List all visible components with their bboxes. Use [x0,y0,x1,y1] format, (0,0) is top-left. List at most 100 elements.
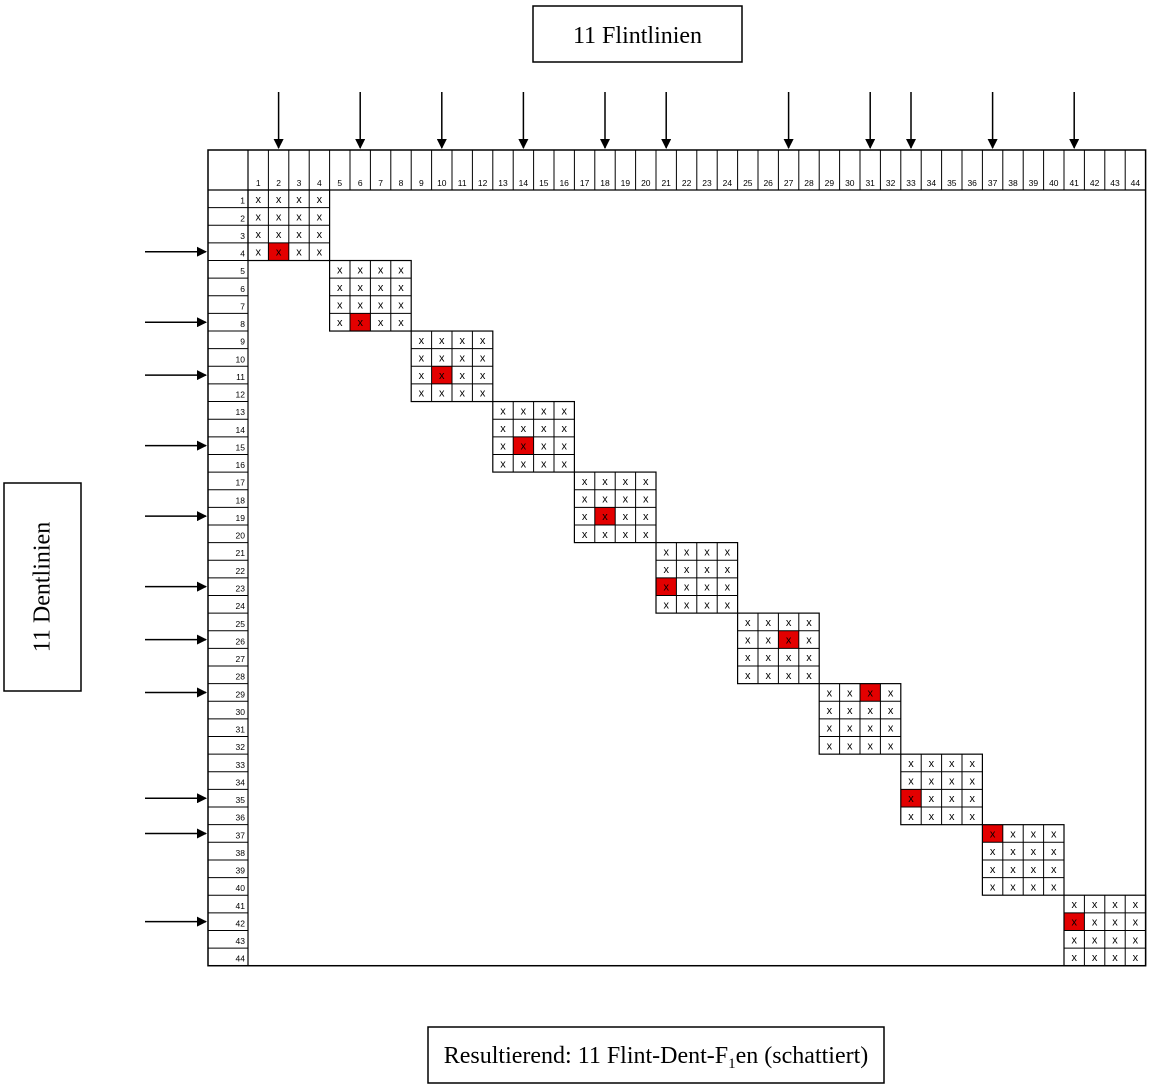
cross-mark: x [745,617,751,629]
cross-mark: x [255,229,261,241]
column-label: 7 [378,178,383,188]
cross-mark: x [969,758,975,770]
column-label: 37 [988,178,998,188]
cross-mark: x [296,229,302,241]
cross-mark: x [337,264,343,276]
cross-mark: x [1133,899,1139,911]
cross-mark: x [1031,828,1037,840]
column-label: 31 [865,178,875,188]
cross-mark: x [521,441,527,453]
cross-block [410,330,494,403]
row-label: 27 [236,654,246,664]
cross-mark: x [684,599,690,611]
cross-mark: x [847,723,853,735]
row-label: 24 [236,601,246,611]
cross-mark: x [704,564,710,576]
cross-mark: x [969,811,975,823]
cross-mark: x [1071,952,1077,964]
cross-mark: x [419,352,425,364]
column-label: 42 [1090,178,1100,188]
cross-mark: x [480,370,486,382]
cross-mark: x [398,317,404,329]
cross-mark: x [317,229,323,241]
cross-mark: x [745,652,751,664]
row-label: 4 [240,249,245,259]
cross-mark: x [806,652,812,664]
cross-block [1063,894,1147,967]
cross-mark: x [623,494,629,506]
cross-mark: x [806,617,812,629]
cross-mark: x [602,529,608,541]
cross-mark: x [255,211,261,223]
cross-block [981,824,1065,896]
flint-title-box: 11 Flintlinien [532,5,743,63]
cross-mark: x [908,811,914,823]
cross-block [329,259,412,332]
column-label: 3 [297,178,302,188]
flint-title: 11 Flintlinien [573,23,702,49]
column-label: 28 [804,178,814,188]
cross-mark: x [908,758,914,770]
cross-mark: x [500,441,506,453]
cross-mark: x [1133,934,1139,946]
row-label: 16 [236,460,246,470]
cross-mark: x [725,599,731,611]
row-label: 29 [236,689,246,699]
cross-mark: x [378,300,384,312]
cross-mark: x [888,723,894,735]
column-label: 23 [702,178,712,188]
cross-mark: x [827,740,833,752]
column-label: 1 [256,178,261,188]
row-label: 23 [236,583,246,593]
cross-mark: x [1133,952,1139,964]
cross-mark: x [357,300,363,312]
column-label: 33 [906,178,916,188]
cross-mark: x [582,494,588,506]
cross-block [818,683,902,755]
row-label: 21 [236,548,246,558]
shaded-cell [513,436,534,455]
cross-mark: x [357,264,363,276]
cross-mark: x [419,370,425,382]
column-label: 24 [723,178,733,188]
cross-mark: x [949,793,955,805]
cross-mark: x [459,388,465,400]
cross-mark: x [725,546,731,558]
cross-mark: x [704,599,710,611]
cross-mark: x [745,670,751,682]
row-label: 18 [236,495,246,505]
cross-mark: x [500,423,506,435]
cross-mark: x [949,758,955,770]
cross-mark: x [765,652,771,664]
column-label: 13 [498,178,508,188]
cross-mark: x [929,776,935,788]
column-label: 19 [621,178,631,188]
cross-mark: x [827,705,833,717]
column-label: 44 [1131,178,1141,188]
cross-mark: x [867,723,873,735]
column-label: 43 [1110,178,1120,188]
cross-mark: x [602,494,608,506]
cross-mark: x [725,564,731,576]
column-label: 4 [317,178,322,188]
cross-mark: x [684,546,690,558]
cross-mark: x [663,582,669,594]
shaded-cell [982,824,1003,843]
shaded-cell [778,630,799,649]
shaded-cell [860,683,881,702]
cross-mark: x [847,740,853,752]
cross-mark: x [929,758,935,770]
row-label: 19 [236,513,246,523]
dent-title: 11 Dentlinien [30,522,56,652]
cross-mark: x [847,705,853,717]
row-label: 28 [236,672,246,682]
cross-mark: x [929,793,935,805]
cross-mark: x [296,247,302,259]
row-label: 34 [236,777,246,787]
row-label: 26 [236,636,246,646]
column-label: 26 [763,178,773,188]
column-label: 8 [399,178,404,188]
row-label: 39 [236,866,246,876]
cross-mark: x [419,388,425,400]
row-label: 2 [240,213,245,223]
